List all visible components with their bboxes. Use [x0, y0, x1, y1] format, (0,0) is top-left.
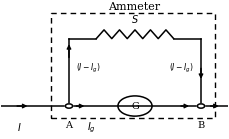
Text: $(I - I_g)$: $(I - I_g)$	[76, 62, 101, 75]
Circle shape	[197, 104, 205, 108]
Text: $S$: $S$	[131, 13, 139, 25]
Bar	[51, 13, 215, 118]
Text: $I_g$: $I_g$	[87, 121, 96, 135]
Text: G: G	[131, 101, 139, 111]
Text: B: B	[197, 121, 205, 130]
Text: $I$: $I$	[16, 121, 21, 133]
Text: Ammeter: Ammeter	[108, 2, 160, 12]
Text: A: A	[65, 121, 72, 130]
Text: $(I - I_g)$: $(I - I_g)$	[169, 62, 194, 75]
Circle shape	[65, 104, 73, 108]
